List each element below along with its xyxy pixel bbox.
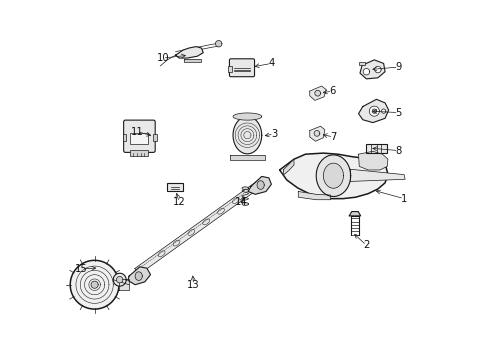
Polygon shape xyxy=(381,109,385,113)
Polygon shape xyxy=(233,117,261,154)
Text: 13: 13 xyxy=(187,280,200,290)
Polygon shape xyxy=(283,159,293,175)
Polygon shape xyxy=(70,260,119,309)
Polygon shape xyxy=(215,41,222,47)
Polygon shape xyxy=(113,273,126,286)
Polygon shape xyxy=(242,203,248,206)
Text: 6: 6 xyxy=(328,86,335,96)
Text: 2: 2 xyxy=(363,240,369,250)
Polygon shape xyxy=(91,281,98,288)
Text: 3: 3 xyxy=(270,129,277,139)
Polygon shape xyxy=(298,192,330,200)
Polygon shape xyxy=(359,60,384,79)
Text: 15: 15 xyxy=(75,264,87,274)
Polygon shape xyxy=(119,279,129,290)
Text: 9: 9 xyxy=(395,62,401,72)
FancyBboxPatch shape xyxy=(123,120,155,152)
Polygon shape xyxy=(257,181,264,189)
Text: 11: 11 xyxy=(130,127,143,136)
Polygon shape xyxy=(358,151,387,170)
Text: 4: 4 xyxy=(268,58,274,68)
Polygon shape xyxy=(183,59,201,62)
Polygon shape xyxy=(371,109,376,113)
FancyBboxPatch shape xyxy=(229,59,254,77)
Polygon shape xyxy=(314,90,320,96)
Bar xyxy=(228,66,231,72)
Text: 8: 8 xyxy=(395,145,401,156)
Polygon shape xyxy=(363,68,369,75)
Text: 10: 10 xyxy=(156,53,169,63)
Polygon shape xyxy=(230,155,264,159)
Polygon shape xyxy=(279,153,387,199)
Polygon shape xyxy=(349,169,405,181)
Polygon shape xyxy=(316,155,350,197)
Polygon shape xyxy=(116,276,122,283)
Polygon shape xyxy=(247,176,271,194)
Text: 14: 14 xyxy=(235,197,247,207)
Polygon shape xyxy=(358,99,388,123)
Bar xyxy=(129,133,147,144)
Text: 5: 5 xyxy=(395,108,401,118)
Polygon shape xyxy=(309,126,324,141)
Bar xyxy=(167,183,183,192)
Polygon shape xyxy=(348,212,360,216)
Polygon shape xyxy=(242,187,248,190)
Bar xyxy=(130,150,148,156)
Bar xyxy=(153,134,157,140)
Polygon shape xyxy=(135,272,142,280)
Polygon shape xyxy=(313,131,319,136)
Text: 1: 1 xyxy=(400,194,407,204)
Polygon shape xyxy=(374,66,380,73)
Bar xyxy=(359,62,364,65)
Polygon shape xyxy=(368,106,379,116)
Bar xyxy=(122,134,126,140)
Text: 12: 12 xyxy=(172,197,185,207)
Polygon shape xyxy=(128,267,150,285)
Polygon shape xyxy=(323,163,343,188)
Polygon shape xyxy=(233,113,261,120)
Polygon shape xyxy=(309,86,325,100)
Text: 7: 7 xyxy=(329,132,336,142)
Polygon shape xyxy=(175,46,203,58)
Bar xyxy=(365,144,386,153)
Polygon shape xyxy=(135,180,262,274)
